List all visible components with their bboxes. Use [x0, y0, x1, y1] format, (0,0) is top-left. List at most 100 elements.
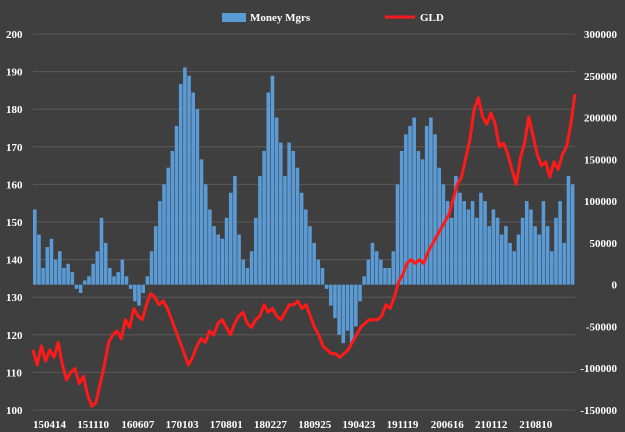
y-right-tick-label: -50000: [586, 321, 618, 333]
money-mgrs-bar: [199, 159, 204, 285]
money-mgrs-bar: [341, 284, 346, 344]
right-axis: -150000 -100000 -50000 0 50000 100000 150000 20…: [580, 29, 617, 417]
money-mgrs-bar: [491, 209, 496, 285]
money-mgrs-bar: [370, 242, 375, 285]
money-mgrs-bar: [162, 184, 166, 285]
money-mgrs-bar: [191, 92, 195, 285]
y-right-tick-label: 0: [612, 280, 618, 292]
money-mgrs-bar: [433, 134, 437, 285]
money-mgrs-bar: [358, 284, 362, 302]
money-mgrs-bar: [495, 217, 500, 285]
y-left-tick-label: 130: [6, 292, 23, 304]
money-mgrs-bar: [74, 284, 79, 289]
money-mgrs-bar: [429, 117, 433, 285]
money-mgrs-bar: [262, 150, 266, 285]
money-mgrs-bar: [379, 259, 383, 285]
money-mgrs-bar: [520, 217, 525, 285]
money-mgrs-bar: [404, 134, 408, 285]
money-mgrs-bar: [524, 201, 529, 285]
money-mgrs-bar: [508, 242, 512, 285]
y-left-tick-label: 160: [6, 179, 23, 191]
money-mgrs-bar: [203, 184, 208, 285]
money-mgrs-bar: [333, 284, 337, 319]
money-mgrs-bar: [458, 192, 462, 285]
money-mgrs-bar: [241, 259, 246, 285]
money-mgrs-bar: [412, 117, 416, 285]
money-mgrs-bar: [208, 209, 212, 285]
money-mgrs-bar: [141, 284, 145, 294]
money-mgrs-bars: [33, 67, 575, 344]
x-tick-label: 160607: [121, 419, 154, 431]
money-mgrs-bar: [445, 201, 450, 285]
y-right-tick-label: 50000: [590, 238, 618, 250]
legend-label-money-mgrs: Money Mgrs: [250, 12, 311, 24]
money-mgrs-bar: [424, 125, 429, 285]
money-mgrs-bar: [53, 259, 58, 285]
money-mgrs-bar: [483, 201, 487, 285]
money-mgrs-bar: [499, 234, 504, 285]
money-mgrs-bar: [95, 251, 100, 285]
money-mgrs-bar: [145, 276, 150, 285]
money-mgrs-bar: [291, 150, 296, 285]
money-mgrs-bar: [441, 184, 446, 285]
money-mgrs-bar: [183, 67, 187, 285]
money-mgrs-bar: [529, 209, 533, 285]
x-tick-label: 150414: [33, 419, 67, 431]
money-mgrs-bar: [153, 226, 158, 285]
money-mgrs-bar: [466, 209, 471, 285]
y-right-tick-label: -100000: [580, 363, 617, 375]
money-mgrs-bar: [270, 75, 275, 285]
y-left-tick-label: 200: [6, 29, 23, 41]
y-left-tick-label: 100: [6, 405, 23, 417]
money-mgrs-bar: [512, 251, 517, 285]
money-mgrs-bar: [99, 217, 104, 285]
x-axis: 150414 151110 160607 170103 170801 180227 1809…: [33, 419, 553, 431]
money-mgrs-bar: [266, 92, 271, 285]
x-tick-label: 170103: [166, 419, 200, 431]
legend: Money Mgrs GLD: [222, 12, 444, 24]
x-tick-label: 190423: [342, 419, 376, 431]
money-mgrs-bar: [258, 176, 262, 285]
money-mgrs-bar: [41, 267, 45, 285]
money-mgrs-bar: [249, 251, 254, 285]
money-mgrs-bar: [212, 226, 216, 285]
money-mgrs-bar: [408, 125, 412, 285]
money-mgrs-bar: [545, 226, 550, 285]
left-axis: 100 110 120 130 140 150 160 170 180 190 200: [6, 29, 23, 417]
money-mgrs-bar: [220, 238, 225, 285]
y-left-tick-label: 180: [6, 104, 23, 116]
money-mgrs-bar: [391, 251, 396, 285]
money-mgrs-bar: [166, 167, 170, 285]
money-mgrs-bar: [516, 234, 521, 285]
money-mgrs-bar: [178, 84, 183, 285]
money-mgrs-bar: [108, 267, 112, 285]
x-tick-label: 200616: [431, 419, 465, 431]
money-mgrs-bar: [308, 226, 312, 285]
money-mgrs-bar: [387, 267, 391, 285]
money-mgrs-bar: [216, 234, 221, 285]
money-mgrs-bar: [324, 284, 329, 289]
y-right-tick-label: 150000: [584, 154, 618, 166]
y-left-tick-label: 110: [6, 367, 22, 379]
x-tick-label: 210810: [519, 419, 553, 431]
x-tick-label: 191119: [387, 419, 419, 431]
money-mgrs-bar: [237, 234, 241, 285]
money-mgrs-bar: [49, 238, 54, 285]
money-mgrs-bar: [354, 284, 358, 327]
y-left-tick-label: 170: [6, 142, 23, 154]
money-mgrs-bar: [462, 201, 466, 285]
money-mgrs-bar: [170, 150, 175, 285]
money-mgrs-bar: [278, 142, 283, 285]
money-mgrs-bar: [558, 201, 562, 285]
money-mgrs-bar: [337, 284, 341, 335]
money-mgrs-bar: [479, 192, 483, 285]
money-mgrs-bar: [58, 251, 62, 285]
y-left-tick-label: 120: [6, 330, 23, 342]
x-tick-label: 210112: [475, 419, 508, 431]
money-mgrs-bar: [329, 284, 333, 306]
y-right-tick-label: 100000: [584, 196, 618, 208]
money-mgrs-bar: [383, 267, 387, 285]
money-mgrs-bar: [87, 276, 91, 285]
money-mgrs-bar: [474, 217, 479, 285]
